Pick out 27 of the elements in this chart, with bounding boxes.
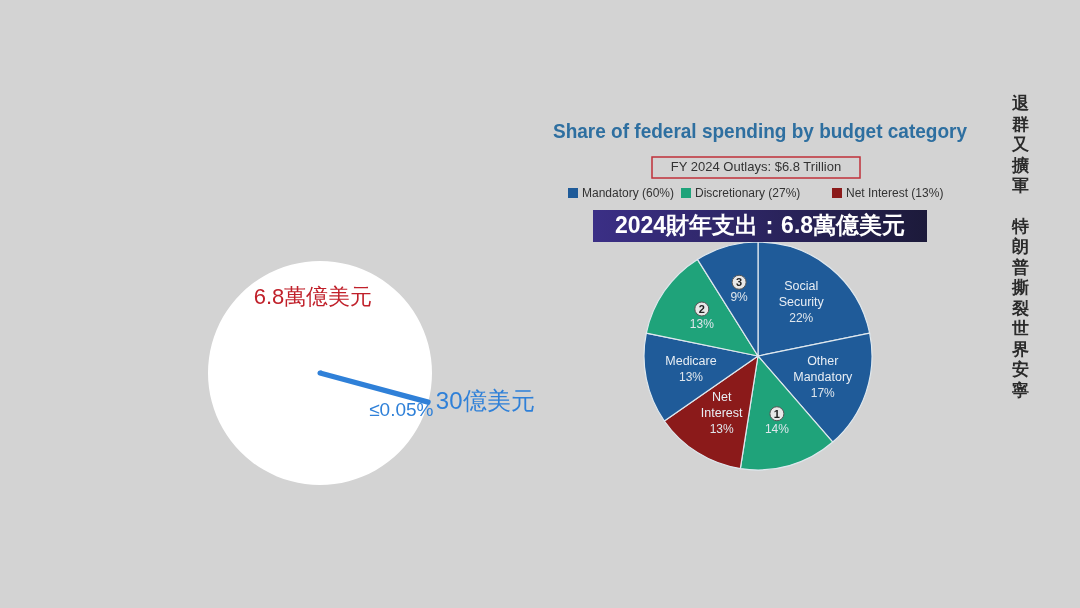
- text: Mandatory (60%): [582, 186, 675, 201]
- chart-title: Share of federal spending by budget category: [553, 118, 1011, 142]
- text: Discretionary (27%): [695, 186, 801, 201]
- text: 特朗普撕裂世界安寧: [1011, 216, 1029, 400]
- slice-label: 2: [698, 302, 705, 315]
- pie-slice: [317, 370, 431, 405]
- data-label: ≤0.05%: [369, 398, 434, 420]
- data-label: 13%: [678, 369, 704, 384]
- slice-label: 1: [773, 407, 780, 420]
- slice-label: 30億美元: [435, 386, 535, 414]
- text: Net Interest (13%): [846, 186, 944, 201]
- data-label: 9%: [730, 290, 749, 305]
- slice-label: 6.8萬億美元: [253, 283, 373, 309]
- text: 2024財年支出：6.8萬億美元: [614, 212, 906, 239]
- data-label: 14%: [764, 421, 790, 436]
- data-label: 13%: [689, 317, 715, 332]
- data-label: 17%: [810, 386, 836, 401]
- data-label: 13%: [709, 422, 735, 437]
- pie-slice: [208, 261, 432, 485]
- slice-label: Social Security: [778, 279, 825, 310]
- chart-subtitle: FY 2024 Outlays: $6.8 Trillion: [670, 159, 842, 175]
- data-label: 22%: [789, 311, 814, 326]
- slice-label: Other Mandatory: [793, 354, 854, 385]
- slice-label: 3: [736, 276, 743, 289]
- text: 退群又擴軍: [1010, 94, 1030, 196]
- slice-label: Net Interest: [700, 390, 744, 421]
- slice-label: Medicare: [665, 354, 717, 369]
